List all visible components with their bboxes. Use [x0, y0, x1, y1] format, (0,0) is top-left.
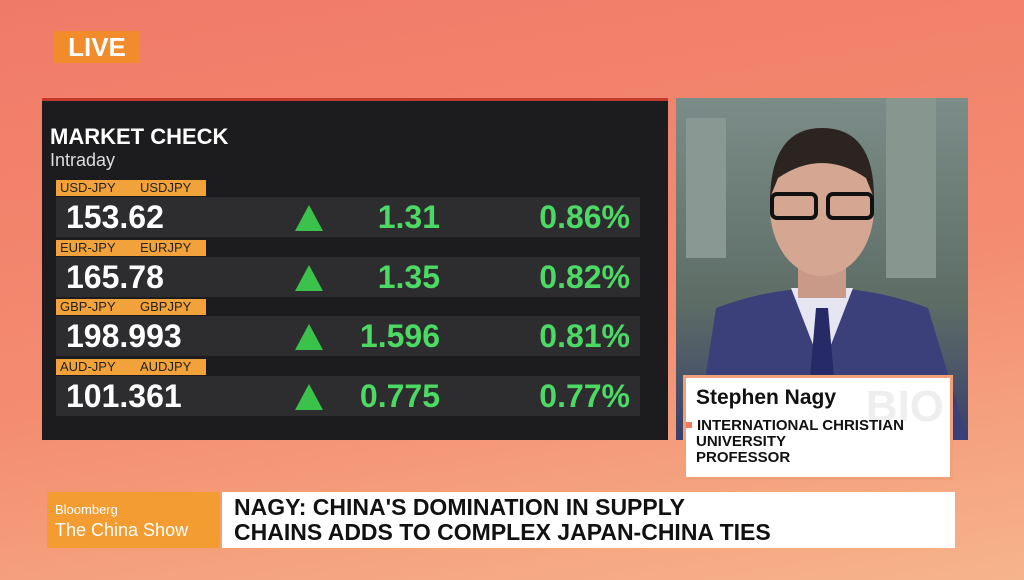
percent-change: 0.77%: [539, 377, 630, 414]
brand: Bloomberg: [55, 502, 118, 517]
up-arrow: [295, 324, 323, 350]
live-badge: LIVE: [54, 31, 140, 63]
guest-name: Stephen Nagy: [696, 386, 837, 409]
change: 1.596: [359, 318, 440, 354]
up-arrow: [295, 264, 323, 291]
ticker: AUDJPY: [140, 358, 192, 374]
percent-change: 0.86%: [539, 199, 630, 235]
pair: GBP-JPY: [60, 299, 116, 314]
pair: USD-JPY: [60, 180, 116, 195]
row-background: [56, 316, 640, 356]
building: [686, 118, 726, 258]
ticker: USDJPY: [140, 180, 192, 195]
arrow-shape: [295, 205, 323, 231]
arrow-shape: [295, 264, 323, 291]
percent-change: 0.81%: [539, 318, 630, 354]
headline-line: CHAINS ADDS TO COMPLEX JAPAN-CHINA TIES: [234, 519, 771, 545]
pair-label: AUD-JPY AUDJPY: [56, 358, 206, 375]
show-brand: Bloomberg The China Show: [47, 492, 220, 548]
building: [886, 98, 936, 278]
pair-label: GBP-JPY GBPJPY: [56, 299, 206, 315]
change: 1.31: [377, 199, 440, 235]
ticker: GBPJPY: [140, 299, 192, 314]
tie: [810, 308, 834, 388]
hair: [770, 128, 874, 198]
panel-subtitle: Intraday: [50, 150, 116, 170]
affiliation-line: UNIVERSITY: [696, 433, 787, 450]
pair-label: EUR-JPY EURJPY: [56, 239, 206, 256]
pair: AUD-JPY: [60, 358, 116, 374]
price: 198.993: [66, 318, 182, 354]
headline-line: NAGY: CHINA'S DOMINATION IN SUPPLY: [234, 494, 686, 520]
change: 1.35: [377, 258, 440, 295]
pair: EUR-JPY: [60, 239, 116, 255]
pair-label: USD-JPY USDJPY: [56, 180, 206, 196]
show-name: The China Show: [55, 520, 189, 540]
affiliation-line: INTERNATIONAL CHRISTIAN: [697, 417, 904, 434]
guest-affiliation: INTERNATIONAL CHRISTIAN UNIVERSITY PROFE…: [696, 418, 904, 466]
price: 101.361: [66, 377, 182, 414]
row-background: [56, 197, 640, 237]
arrow-shape: [295, 383, 323, 410]
price: 153.62: [66, 199, 164, 235]
up-arrow: [295, 205, 323, 231]
ticker: EURJPY: [140, 239, 192, 255]
affiliation-line: PROFESSOR: [696, 449, 791, 466]
percent-change: 0.82%: [539, 258, 630, 295]
face: [770, 140, 874, 276]
row-background: [56, 256, 640, 297]
glasses: [826, 192, 874, 220]
price: 165.78: [66, 258, 164, 295]
change: 0.775: [359, 377, 440, 414]
headline: NAGY: CHINA'S DOMINATION IN SUPPLY CHAIN…: [222, 492, 955, 548]
name-card: BIO Stephen Nagy INTERNATIONAL CHRISTIAN…: [683, 375, 953, 480]
row-background: [56, 375, 640, 416]
glasses: [770, 192, 818, 220]
up-arrow: [295, 383, 323, 410]
arrow-shape: [295, 324, 323, 350]
panel-title: MARKET CHECK: [50, 124, 229, 149]
